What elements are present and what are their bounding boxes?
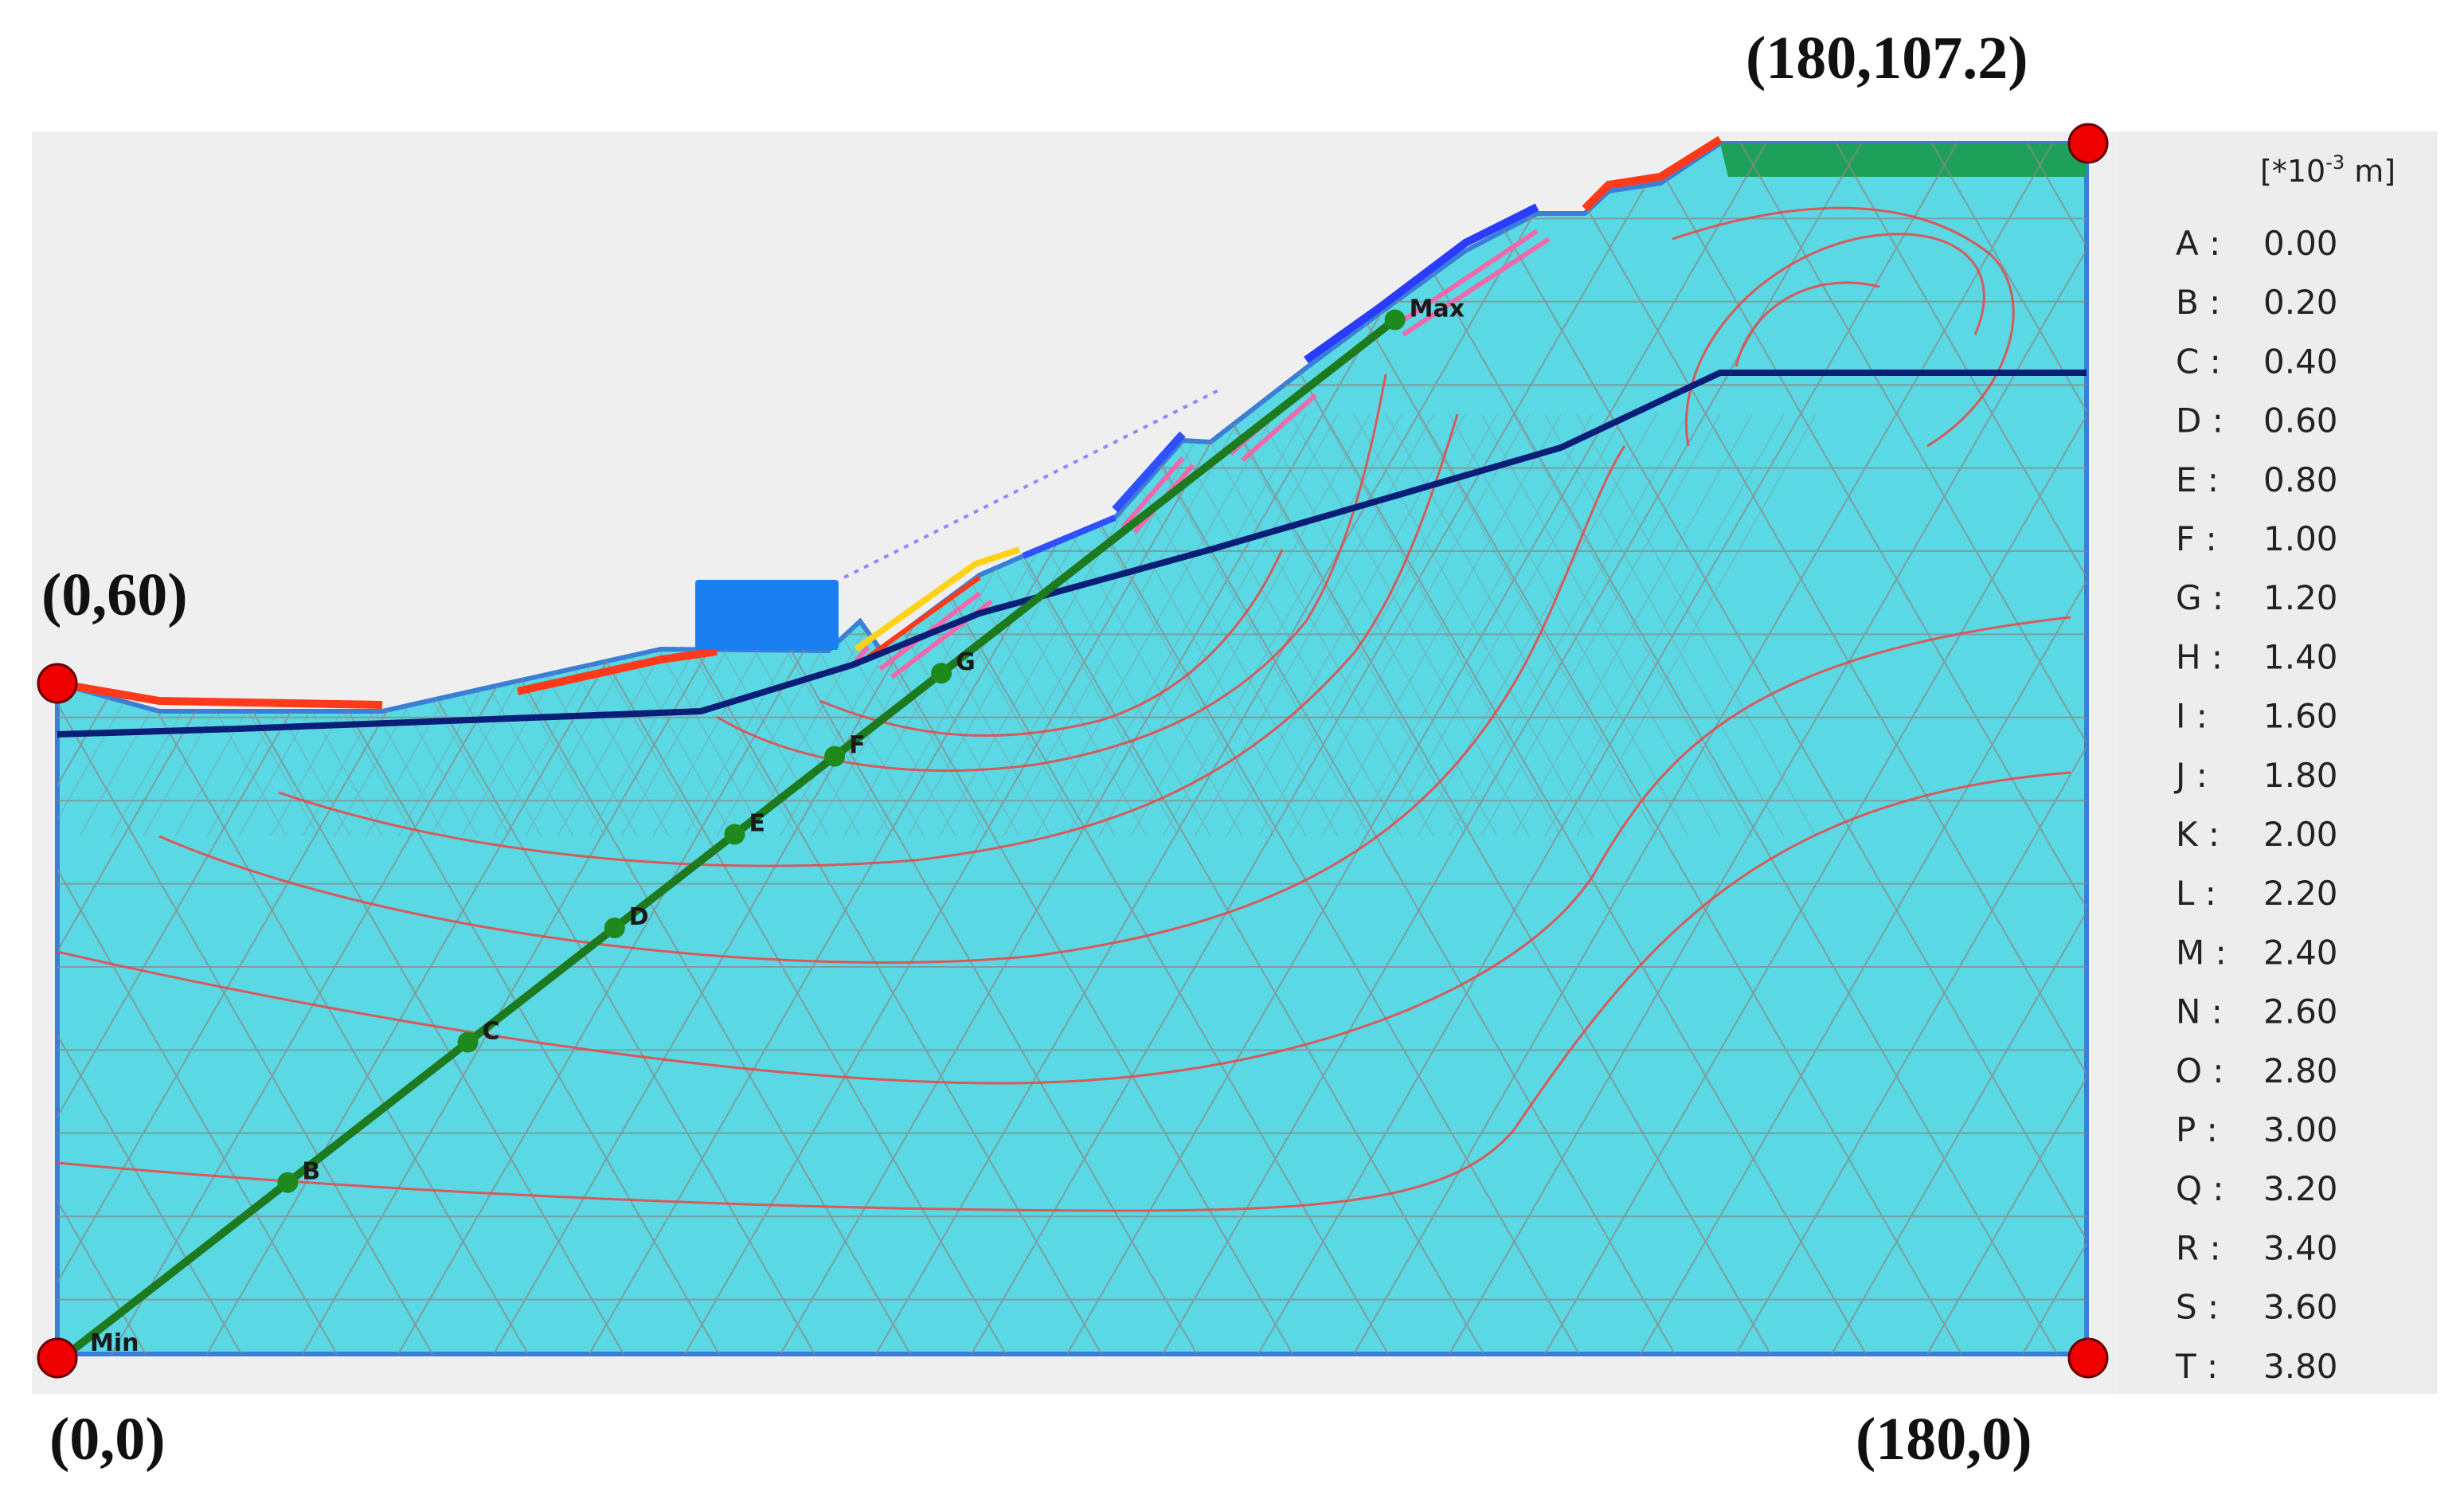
legend-item-value: 3.40 bbox=[2263, 1228, 2338, 1267]
contour-line bbox=[1672, 206, 2015, 448]
corner-label-bottom-right: (180,0) bbox=[1856, 1406, 2032, 1473]
profile-point-label: F bbox=[849, 732, 866, 760]
profile-marker-point bbox=[931, 663, 952, 684]
profile-marker-point bbox=[1384, 309, 1406, 331]
legend-item-label: B : bbox=[2176, 283, 2220, 322]
profile-point-label: Max bbox=[1410, 295, 1465, 323]
legend-item-value: 2.00 bbox=[2263, 815, 2338, 854]
corner-marker-bottom-right bbox=[2067, 1337, 2109, 1379]
corner-label-bottom-left: (0,0) bbox=[49, 1406, 166, 1473]
legend-item-value: 3.00 bbox=[2263, 1110, 2338, 1149]
legend-unit-header: [*10-3 m] bbox=[2260, 151, 2396, 189]
profile-point-label: G bbox=[956, 648, 976, 676]
legend-item-value: 1.60 bbox=[2263, 697, 2338, 736]
legend-item-label: T : bbox=[2175, 1347, 2218, 1386]
legend-item-value: 3.60 bbox=[2263, 1288, 2338, 1327]
legend-item-label: P : bbox=[2176, 1110, 2218, 1149]
legend-item-value: 2.60 bbox=[2263, 992, 2338, 1031]
legend-item-value: 1.40 bbox=[2263, 637, 2338, 676]
legend-item-label: G : bbox=[2176, 578, 2223, 617]
surface-load-block bbox=[695, 580, 839, 650]
phreatic-line bbox=[57, 370, 2087, 738]
legend-item-value: 2.20 bbox=[2263, 874, 2338, 913]
profile-marker-point bbox=[457, 1031, 479, 1053]
legend-item-value: 0.00 bbox=[2263, 224, 2338, 263]
profile-point-label: D bbox=[629, 903, 649, 931]
profile-point-label: E bbox=[749, 810, 766, 838]
contour-line bbox=[57, 616, 2071, 1085]
profile-marker-point bbox=[824, 746, 846, 767]
legend-item-label: D : bbox=[2176, 401, 2223, 440]
contour-line bbox=[1684, 233, 1985, 447]
legend-item-label: C : bbox=[2176, 342, 2221, 381]
anchor-dotted-line bbox=[843, 389, 1219, 579]
legend-item-label: F : bbox=[2176, 519, 2217, 558]
legend-item-value: 1.20 bbox=[2263, 578, 2338, 617]
legend-item-label: K : bbox=[2176, 815, 2220, 854]
corner-label-top-right: (180,107.2) bbox=[1746, 25, 2028, 92]
legend-item-label: O : bbox=[2176, 1051, 2224, 1090]
legend-item-value: 1.00 bbox=[2263, 519, 2338, 558]
legend-item-value: 1.80 bbox=[2263, 756, 2338, 795]
legend-item-label: M : bbox=[2176, 933, 2227, 972]
profile-point-label: B bbox=[302, 1158, 320, 1186]
legend-item-label: S : bbox=[2176, 1288, 2219, 1327]
legend-item-label: R : bbox=[2176, 1228, 2221, 1267]
legend-unit-prefix: [*10 bbox=[2260, 154, 2325, 189]
slope-surface-hatching bbox=[854, 229, 1551, 679]
legend-item-value: 2.40 bbox=[2263, 933, 2338, 972]
profile-marker-point bbox=[724, 824, 745, 845]
surface-result-strips bbox=[57, 135, 1723, 709]
corner-marker-bottom-left bbox=[37, 1337, 78, 1379]
contour-line bbox=[278, 413, 1459, 867]
profile-point-label: C bbox=[483, 1018, 500, 1046]
legend-item-value: 3.20 bbox=[2263, 1169, 2338, 1208]
legend-item-label: E : bbox=[2176, 460, 2219, 499]
corner-marker-top-right bbox=[2067, 123, 2109, 164]
contour-line bbox=[57, 771, 2071, 1212]
profile-point-label: Min bbox=[90, 1329, 139, 1357]
legend-item-value: 0.60 bbox=[2263, 401, 2338, 440]
legend-item-label: I : bbox=[2176, 697, 2208, 736]
displacement-contours bbox=[57, 206, 2071, 1212]
legend-unit-exponent: -3 bbox=[2325, 151, 2345, 174]
legend-item-value: 3.80 bbox=[2263, 1347, 2338, 1386]
profile-line-markers: Min B C D E F G Max bbox=[90, 295, 1465, 1358]
legend-item-value: 0.80 bbox=[2263, 460, 2338, 499]
corner-marker-top-left bbox=[37, 663, 78, 704]
crest-surface-layer bbox=[1720, 143, 2087, 177]
contour-line bbox=[819, 549, 1284, 738]
legend-item-label: L : bbox=[2176, 874, 2216, 913]
legend-item-value: 0.20 bbox=[2263, 283, 2338, 322]
legend-unit-suffix: m] bbox=[2345, 154, 2396, 189]
legend-item-value: 2.80 bbox=[2263, 1051, 2338, 1090]
legend-item-label: N : bbox=[2176, 992, 2223, 1031]
corner-label-top-left: (0,60) bbox=[41, 562, 188, 628]
legend-item-label: A : bbox=[2176, 224, 2220, 263]
profile-marker-point bbox=[277, 1172, 299, 1193]
legend-items: A : 0.00 B : 0.20 C : 0.40 D : 0.60 E : 0.80 F : 1.… bbox=[2173, 224, 2338, 1386]
legend-item-value: 0.40 bbox=[2263, 342, 2338, 381]
contour-line bbox=[716, 374, 1387, 772]
legend-panel bbox=[2118, 131, 2437, 1394]
mesh-lines-coarse bbox=[57, 143, 2087, 1354]
contour-line bbox=[158, 445, 1626, 964]
legend-item-label: J : bbox=[2173, 756, 2208, 795]
legend-item-label: H : bbox=[2176, 637, 2223, 676]
legend-item-label: Q : bbox=[2176, 1169, 2224, 1208]
profile-marker-point bbox=[604, 918, 625, 938]
contour-line bbox=[1735, 281, 1880, 367]
